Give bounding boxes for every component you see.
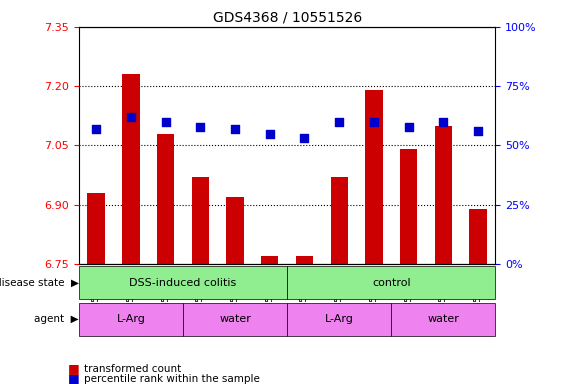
FancyBboxPatch shape [287,303,391,336]
Bar [191,177,209,264]
Text: agent  ▶: agent ▶ [34,314,79,324]
FancyBboxPatch shape [79,303,183,336]
Text: L-Arg: L-Arg [325,314,354,324]
Point [300,135,309,141]
Bar [261,256,279,264]
Text: percentile rank within the sample: percentile rank within the sample [84,374,260,384]
Text: water: water [219,314,251,324]
Point [404,123,413,129]
Point [265,131,274,137]
Text: control: control [372,278,410,288]
FancyBboxPatch shape [287,266,495,299]
Text: water: water [427,314,459,324]
Text: ■: ■ [68,372,79,384]
Point [92,126,101,132]
Text: DSS-induced colitis: DSS-induced colitis [129,278,236,288]
FancyBboxPatch shape [183,303,287,336]
Bar [122,74,140,264]
Point [161,119,170,125]
Point [439,119,448,125]
Point [473,128,482,134]
Bar [470,209,487,264]
Bar [87,193,105,264]
Text: disease state  ▶: disease state ▶ [0,278,79,288]
Point [196,123,205,129]
Point [334,119,343,125]
Text: transformed count: transformed count [84,364,182,374]
Title: GDS4368 / 10551526: GDS4368 / 10551526 [212,10,362,24]
Bar [226,197,244,264]
Bar [296,256,313,264]
Bar [330,177,348,264]
Bar [435,126,452,264]
Point [126,114,136,120]
Point [369,119,378,125]
Bar [365,90,383,264]
Text: L-Arg: L-Arg [117,314,145,324]
FancyBboxPatch shape [79,266,287,299]
Point [231,126,240,132]
Bar [400,149,417,264]
Text: ■: ■ [68,362,79,376]
Bar [157,134,175,264]
FancyBboxPatch shape [391,303,495,336]
